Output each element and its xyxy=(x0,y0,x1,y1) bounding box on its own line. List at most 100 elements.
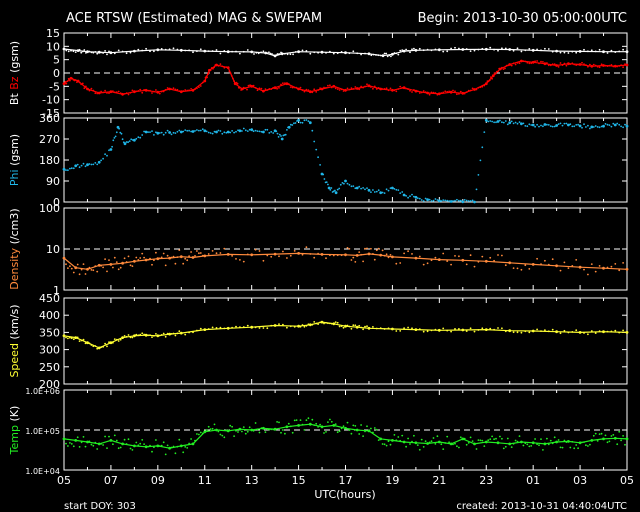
scatter-point-phi xyxy=(229,131,232,134)
scatter-point-phi xyxy=(618,123,621,126)
scatter-point-bz xyxy=(329,84,331,87)
scatter-point-bz xyxy=(571,62,574,65)
scatter-point-bt xyxy=(196,50,198,53)
scatter-point-bz xyxy=(94,92,97,95)
scatter-point-phi xyxy=(188,129,191,132)
data-point-density xyxy=(133,259,136,263)
data-point-phi xyxy=(613,123,617,127)
scatter-point-temp xyxy=(565,441,568,443)
scatter-point-bz xyxy=(430,91,433,94)
data-point-phi xyxy=(109,148,113,151)
scatter-point-temp xyxy=(237,431,239,433)
scatter-point-bz xyxy=(334,87,337,90)
scatter-point-density xyxy=(170,256,173,259)
scatter-point-phi xyxy=(84,165,87,168)
scatter-point-temp xyxy=(563,439,566,442)
scatter-point-temp xyxy=(278,421,280,424)
scatter-point-bt xyxy=(125,52,128,55)
scatter-point-phi xyxy=(248,128,251,131)
scatter-point-density xyxy=(366,247,368,250)
scatter-point-speed xyxy=(610,330,613,333)
scatter-point-temp xyxy=(571,440,574,443)
scatter-point-phi xyxy=(260,130,263,133)
data-point-bt xyxy=(264,51,268,55)
scatter-point-bz xyxy=(270,88,273,90)
scatter-point-speed xyxy=(375,327,378,330)
scatter-point-bz xyxy=(151,92,153,94)
scatter-point-phi xyxy=(598,126,601,129)
scatter-point-bt xyxy=(317,51,319,54)
scatter-point-bz xyxy=(190,88,193,90)
scatter-point-density xyxy=(211,250,214,252)
scatter-point-phi xyxy=(115,131,118,134)
scatter-point-temp xyxy=(268,428,271,431)
scatter-point-speed xyxy=(559,332,562,335)
scatter-point-bz xyxy=(225,66,228,68)
scatter-point-bz xyxy=(258,87,261,90)
scatter-point-temp xyxy=(547,443,550,446)
scatter-point-phi xyxy=(194,130,196,132)
data-point-bz xyxy=(590,64,594,68)
data-point-phi xyxy=(168,131,172,134)
scatter-point-phi xyxy=(94,162,97,164)
scatter-point-bz xyxy=(301,89,304,92)
data-point-density xyxy=(625,267,629,271)
scatter-point-phi xyxy=(112,139,115,142)
scatter-point-phi xyxy=(211,132,214,135)
data-point-phi xyxy=(191,130,195,133)
data-point-bt xyxy=(297,50,300,54)
data-point-speed xyxy=(578,331,582,334)
series-phi-points xyxy=(62,118,629,204)
scatter-point-speed xyxy=(246,324,249,327)
data-point-density xyxy=(355,254,359,257)
data-point-phi xyxy=(215,130,218,134)
scatter-point-density xyxy=(458,255,460,258)
scatter-point-density xyxy=(395,262,398,265)
scatter-point-density xyxy=(516,267,519,270)
scatter-point-bz xyxy=(295,86,298,89)
scatter-point-temp xyxy=(207,425,210,428)
scatter-point-bt xyxy=(325,52,327,54)
scatter-point-temp xyxy=(581,441,583,444)
scatter-point-density xyxy=(100,264,102,267)
scatter-point-temp xyxy=(96,448,99,450)
series-temp-points xyxy=(62,417,629,456)
scatter-point-bt xyxy=(370,54,373,57)
scatter-point-phi xyxy=(397,189,400,192)
scatter-point-temp xyxy=(70,443,73,445)
scatter-point-phi xyxy=(113,137,116,139)
scatter-point-bt xyxy=(260,51,262,54)
scatter-point-phi xyxy=(610,125,613,128)
scatter-point-bt xyxy=(364,52,366,55)
scatter-point-temp xyxy=(479,439,482,442)
scatter-point-bz xyxy=(413,89,415,91)
scatter-point-speed xyxy=(329,322,331,325)
scatter-point-speed xyxy=(325,321,327,324)
scatter-point-speed xyxy=(430,329,433,332)
scatter-point-temp xyxy=(235,429,237,432)
x-tick-label: 03 xyxy=(573,474,587,487)
scatter-point-speed xyxy=(286,326,288,329)
scatter-point-bt xyxy=(145,47,148,50)
scatter-point-bt xyxy=(294,51,297,53)
data-point-bz xyxy=(578,63,582,66)
scatter-point-phi xyxy=(594,125,597,127)
scatter-point-density xyxy=(108,259,110,261)
data-point-temp xyxy=(250,428,254,432)
scatter-point-temp xyxy=(542,449,544,451)
scatter-point-bz xyxy=(280,83,282,86)
scatter-point-bz xyxy=(236,82,239,85)
scatter-point-bz xyxy=(313,88,316,91)
data-point-bz xyxy=(308,90,312,94)
scatter-point-bt xyxy=(192,51,194,54)
begin-timestamp: Begin: 2013-10-30 05:00:00UTC xyxy=(418,11,627,26)
scatter-point-temp xyxy=(465,443,468,446)
scatter-point-phi xyxy=(178,129,181,132)
scatter-point-bz xyxy=(284,82,286,85)
scatter-point-bz xyxy=(112,90,114,92)
scatter-point-density xyxy=(352,256,355,259)
scatter-point-bt xyxy=(235,50,237,53)
scatter-point-phi xyxy=(452,200,454,202)
